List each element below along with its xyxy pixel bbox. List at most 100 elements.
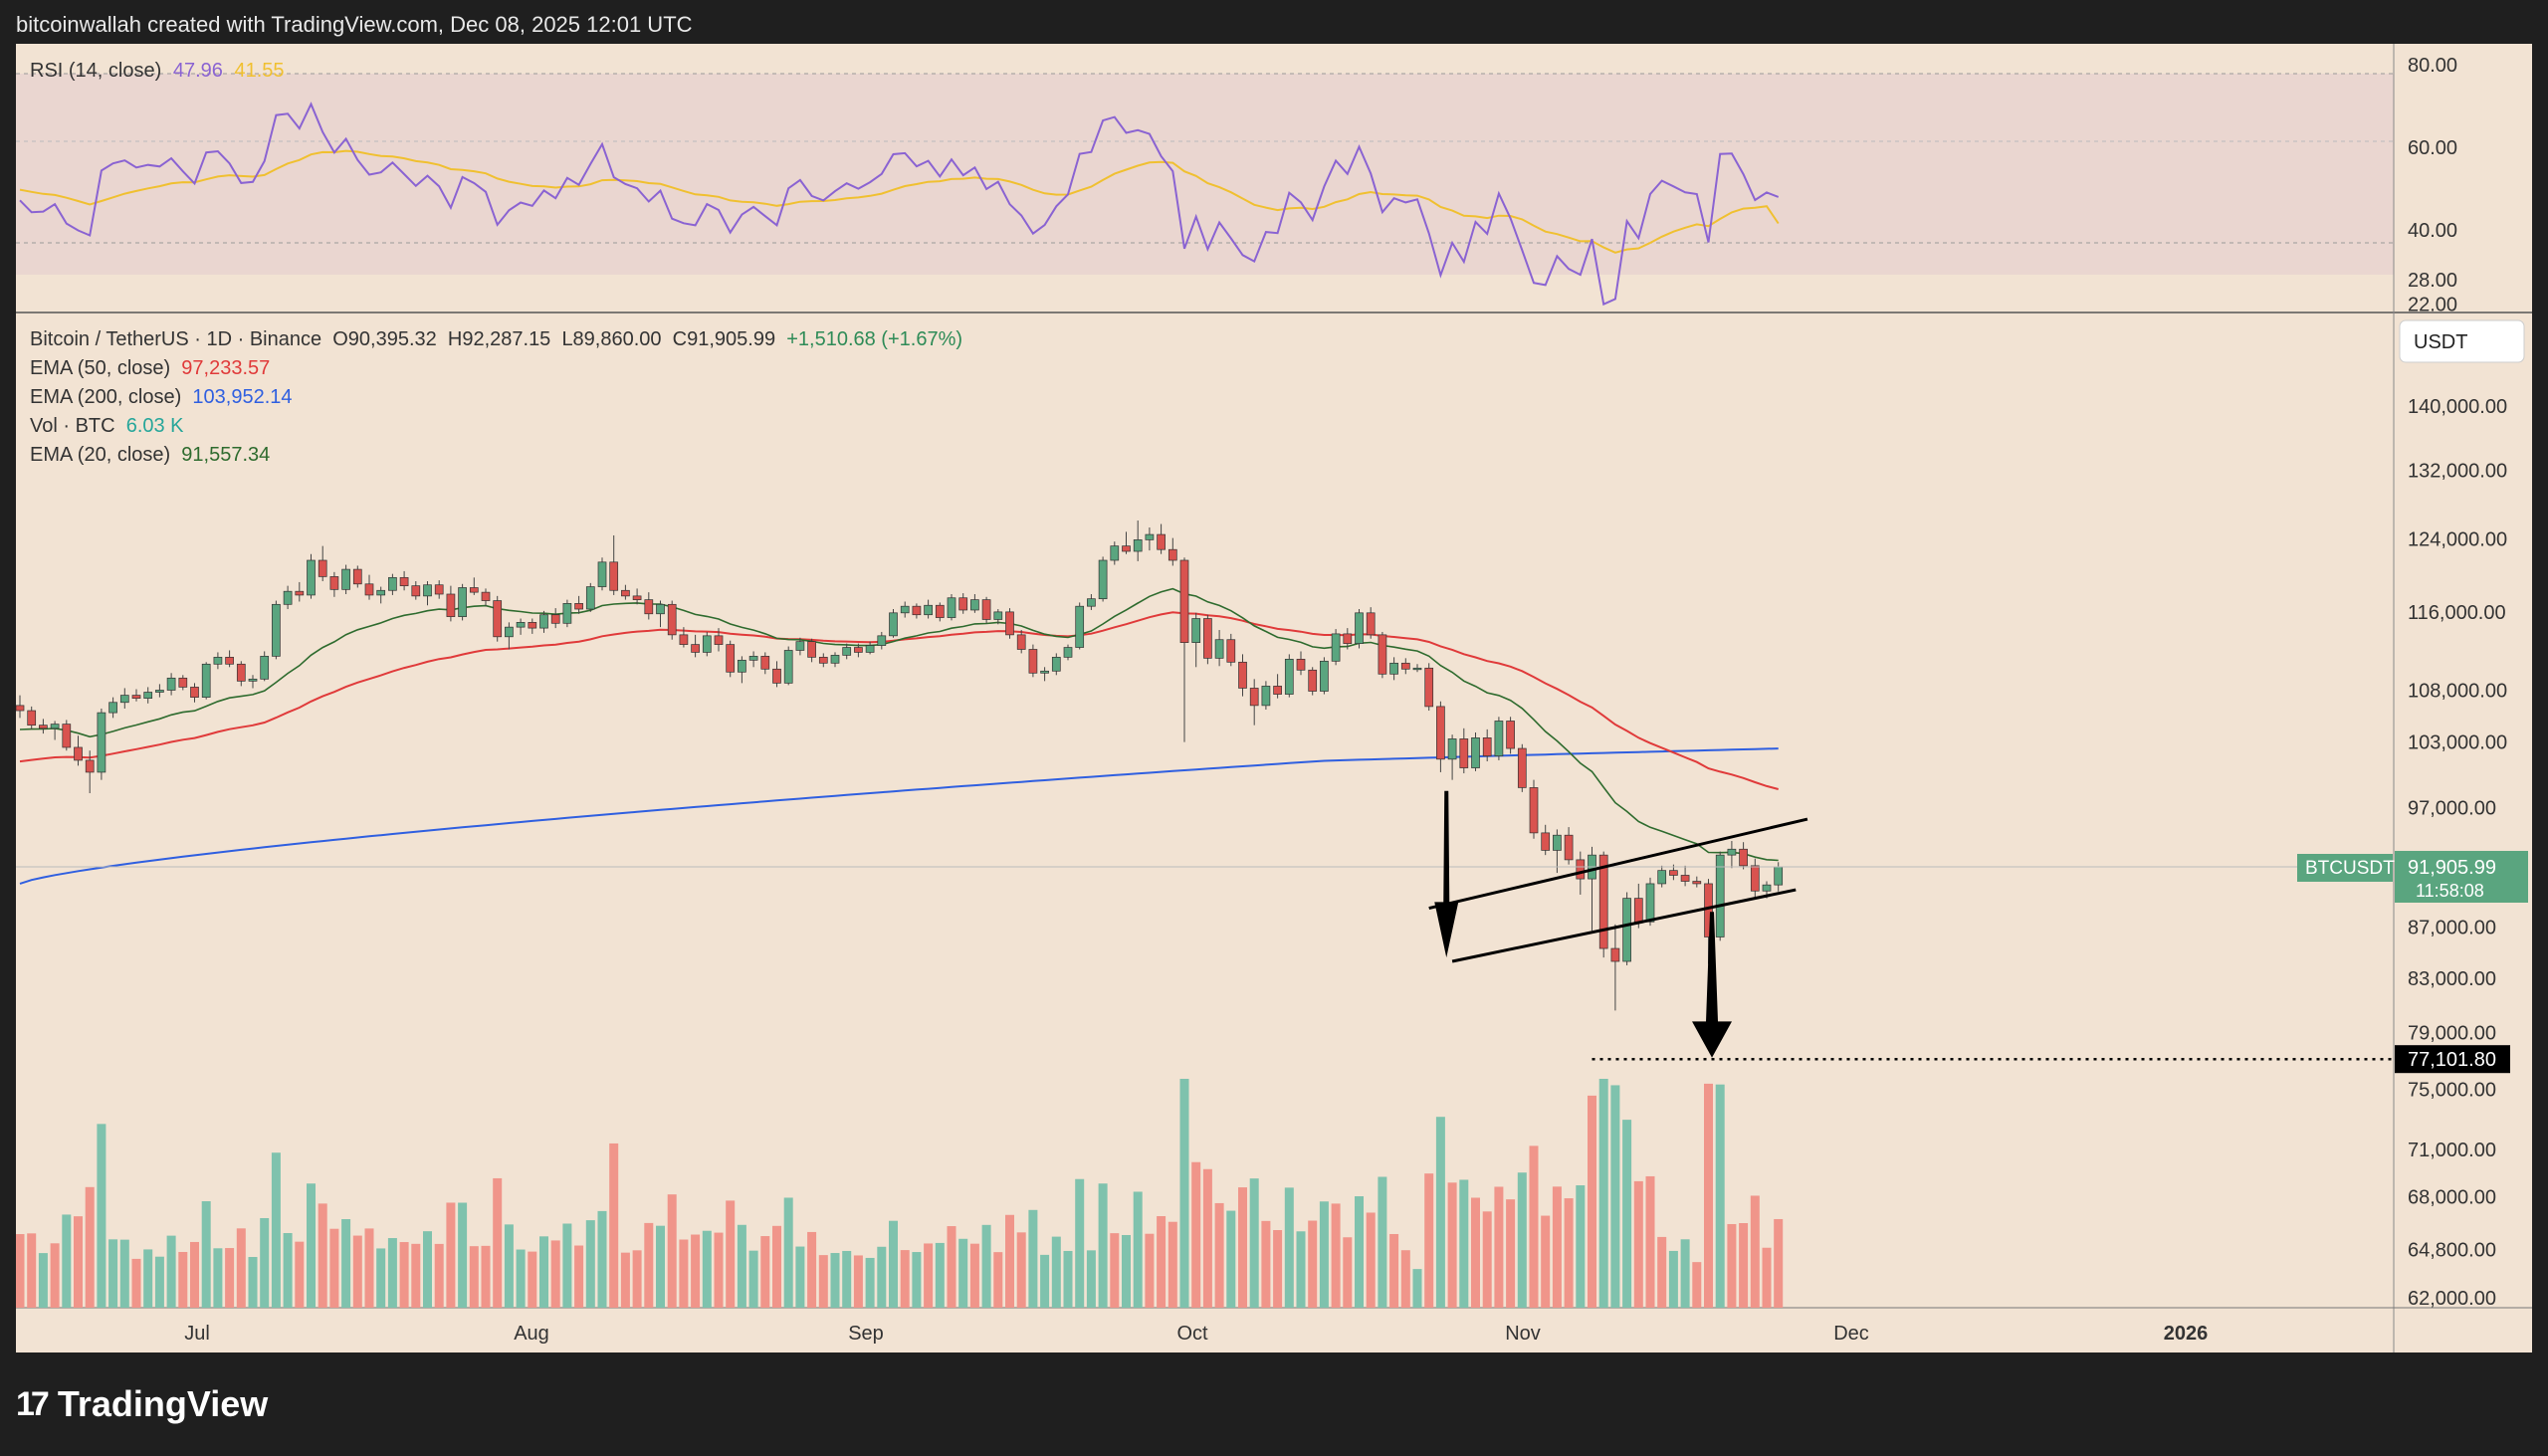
candle-body — [585, 586, 595, 610]
tradingview-logo[interactable]: 17 TradingView — [16, 1383, 268, 1425]
volume-bar — [74, 1216, 83, 1308]
candle-body — [1459, 738, 1469, 768]
chart-attribution: bitcoinwallah created with TradingView.c… — [16, 12, 693, 37]
candle — [667, 600, 677, 640]
candle — [1378, 631, 1387, 679]
candle-body — [352, 568, 362, 585]
volume-bar — [981, 1224, 991, 1308]
volume-bar — [458, 1202, 468, 1308]
candle-body — [830, 655, 840, 664]
candle — [1355, 609, 1364, 649]
open-value: O90,395.32 — [332, 328, 437, 350]
volume-bar — [1774, 1218, 1784, 1308]
volume-bar — [236, 1228, 246, 1308]
candle-body — [307, 559, 316, 596]
volume-bar — [318, 1203, 327, 1308]
rsi-tick-label: 40.00 — [2408, 220, 2457, 242]
candle — [1133, 520, 1143, 561]
candle-body — [1051, 657, 1061, 672]
candle-body — [1122, 545, 1131, 552]
candle-body — [295, 590, 305, 596]
volume-bar — [795, 1246, 805, 1308]
candle — [1553, 829, 1562, 874]
candle-body — [446, 593, 456, 617]
price-tick-label: 62,000.00 — [2408, 1288, 2496, 1310]
volume-bar — [248, 1257, 258, 1308]
candle-body — [1715, 854, 1725, 937]
volume-bar — [1214, 1202, 1224, 1308]
candle-body — [539, 614, 548, 629]
candle-body — [1680, 875, 1690, 882]
rsi-line — [19, 102, 1780, 307]
volume-bar — [434, 1243, 444, 1308]
candle — [1366, 607, 1376, 639]
volume-bar — [516, 1249, 526, 1308]
candle — [1459, 728, 1469, 774]
candle — [958, 593, 968, 614]
candle — [225, 650, 234, 668]
candle-body — [772, 668, 781, 684]
candle — [1191, 612, 1201, 668]
candle-body — [469, 587, 479, 593]
price-tick-label: 124,000.00 — [2408, 529, 2507, 551]
candle — [1179, 557, 1189, 742]
symbol-label: Bitcoin / TetherUS · 1D · Binance — [30, 328, 322, 350]
candle — [1296, 651, 1306, 676]
volume-bar — [1389, 1233, 1399, 1308]
volume-bar — [644, 1222, 654, 1308]
candle-body — [213, 657, 223, 665]
candle-body — [993, 611, 1003, 620]
candle — [1471, 732, 1480, 771]
candle — [505, 622, 514, 650]
candle — [783, 646, 793, 686]
candle — [1249, 679, 1259, 726]
candle — [1610, 924, 1620, 1011]
candle — [1588, 846, 1596, 932]
candle-body — [248, 678, 258, 682]
candle-body — [1517, 747, 1527, 788]
candle-body — [516, 621, 526, 628]
candle — [423, 581, 432, 606]
volume-bar — [119, 1239, 129, 1308]
volume-bar — [1296, 1231, 1306, 1308]
price-tick-label: 87,000.00 — [2408, 917, 2496, 938]
price-tick-label: 132,000.00 — [2408, 461, 2507, 483]
volume-bar — [1273, 1230, 1283, 1308]
candle-body — [166, 677, 176, 691]
candle — [1273, 674, 1282, 699]
volume-bar — [1750, 1195, 1760, 1308]
candle — [39, 719, 48, 734]
volume-bar — [585, 1220, 595, 1308]
volume-bar — [1191, 1161, 1201, 1308]
candle — [1320, 657, 1329, 695]
candle — [1622, 892, 1631, 965]
candle — [1168, 537, 1177, 566]
volume-bar — [1517, 1172, 1527, 1308]
candle-body — [1040, 670, 1049, 674]
candle-body — [1378, 634, 1387, 675]
volume-bar — [27, 1233, 37, 1308]
volume-bar — [1680, 1239, 1690, 1308]
candle — [562, 599, 572, 628]
candle — [818, 653, 828, 668]
volume-bar — [1261, 1220, 1271, 1308]
candle-body — [1249, 688, 1259, 707]
candle-body — [1610, 947, 1620, 962]
candle — [1680, 865, 1690, 887]
candle — [1098, 556, 1108, 602]
currency-label: USDT — [2414, 331, 2467, 353]
candle-body — [1145, 533, 1155, 540]
candle-body — [27, 710, 37, 727]
chart-canvas[interactable]: 80.00 60.00 40.00 28.00 22.00 140,000.00 132,0… — [16, 44, 2532, 1352]
candle-body — [783, 650, 793, 684]
volume-bar — [1610, 1085, 1620, 1308]
volume-bar — [1459, 1179, 1469, 1308]
price-tick-label: 103,000.00 — [2408, 732, 2507, 754]
candle-body — [190, 687, 199, 698]
volume-bar — [1471, 1197, 1480, 1308]
candle — [1506, 717, 1515, 754]
ema50-legend: EMA (50, close) 97,233.57 — [30, 357, 270, 380]
candle — [1203, 614, 1212, 665]
candle-body — [1203, 618, 1212, 659]
candle-body — [760, 656, 770, 670]
